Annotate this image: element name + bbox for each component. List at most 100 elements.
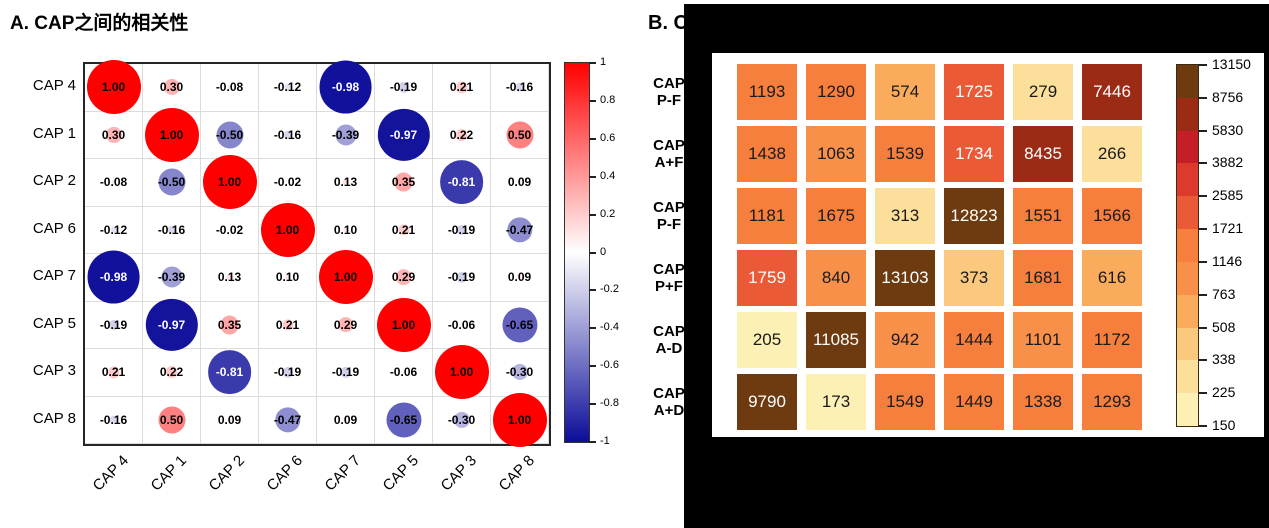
- row-label-line: P-F: [656, 92, 682, 109]
- corr-value: 0.30: [159, 80, 184, 95]
- heatmap-cell: 1290: [806, 64, 866, 120]
- corr-value: -0.19: [273, 365, 302, 380]
- corr-value: 1.00: [275, 222, 300, 237]
- heatmap-cell: 1193: [737, 64, 797, 120]
- corr-cell: 0.21: [259, 301, 317, 349]
- row-label-line: P+F: [655, 278, 683, 295]
- row-label: CAP 7: [32, 267, 76, 285]
- heatmap-cell: 8435: [1013, 126, 1073, 182]
- corr-circle: [398, 82, 409, 93]
- corr-circle: [286, 181, 289, 183]
- heatmap-cell: 1063: [806, 126, 866, 182]
- correlation-matrix: 1.00 0.30 -0.08 -0.12 -0.98 -0.19 0.21 -0.16 0.3…: [83, 60, 551, 447]
- corr-cell: -0.16: [259, 111, 317, 159]
- row-label-line: CAP: [653, 75, 685, 92]
- corr-value: -0.19: [447, 222, 476, 237]
- corr-value: -0.06: [447, 317, 476, 332]
- heatmap-cell: 313: [875, 188, 935, 244]
- colorbar-tick-label: 8756: [1212, 88, 1244, 105]
- corr-circle: [377, 108, 430, 161]
- heatmap-colorbar: [1176, 64, 1199, 427]
- corr-circle: [318, 250, 373, 305]
- corr-value: 0.50: [159, 412, 184, 427]
- corr-value: -0.02: [215, 222, 244, 237]
- corr-cell: -0.98: [85, 250, 143, 304]
- colorbar-tick-label: 0.8: [600, 93, 616, 106]
- corr-value: -0.81: [215, 365, 244, 380]
- heatmap-cell: 266: [1082, 126, 1142, 182]
- corr-cell: 0.22: [433, 111, 491, 159]
- corr-value: -0.98: [99, 270, 128, 285]
- corr-cell: 0.22: [143, 349, 201, 397]
- heatmap-cell: 1172: [1082, 312, 1142, 368]
- corr-cell: 0.50: [143, 396, 201, 444]
- corr-cell: -0.16: [143, 206, 201, 254]
- corr-circle: [459, 323, 464, 327]
- row-label: CAP 8: [32, 409, 76, 427]
- corr-circle: [86, 60, 141, 115]
- heatmap-cell: 1549: [875, 374, 935, 430]
- colorbar-tick-label: 763: [1212, 285, 1236, 302]
- row-label-line: CAP: [653, 323, 685, 340]
- corr-cell: 0.09: [491, 254, 549, 302]
- row-label: CAP A-D: [650, 323, 688, 357]
- colorbar-tick-label: 1721: [1212, 220, 1244, 237]
- row-label-line: A+F: [654, 154, 684, 171]
- row-label-line: A+D: [653, 402, 685, 419]
- row-label-line: CAP: [653, 261, 685, 278]
- corr-value: -0.08: [99, 175, 128, 190]
- colorbar-tick-label: 0.2: [600, 207, 616, 220]
- colorbar-tick-label: 0.4: [600, 169, 616, 182]
- corr-circle: [111, 180, 116, 185]
- colorbar-tick: [589, 251, 596, 254]
- heatmap-cell: 11085: [806, 312, 866, 368]
- corr-value: -0.19: [331, 365, 360, 380]
- corr-cell: -0.30: [433, 396, 491, 444]
- corr-value: 0.10: [275, 270, 300, 285]
- corr-value: 0.09: [507, 270, 532, 285]
- corr-circle: [456, 224, 467, 235]
- colorbar-tick-label: 508: [1212, 318, 1236, 335]
- x-axis-label: CAP 7: [321, 452, 365, 495]
- heatmap-cell: 279: [1013, 64, 1073, 120]
- corr-circle: [385, 402, 422, 438]
- corr-circle: [167, 225, 176, 235]
- corr-circle: [228, 229, 231, 231]
- corr-circle: [260, 202, 315, 257]
- colorbar-band: [1177, 360, 1198, 394]
- corr-cell: -0.50: [143, 159, 201, 207]
- row-label: CAP 5: [32, 314, 76, 332]
- corr-cell: 1.00: [85, 60, 143, 115]
- corr-value: -0.39: [331, 127, 360, 142]
- corr-circle: [227, 85, 232, 90]
- colorbar-band: [1177, 130, 1198, 164]
- corr-circle: [319, 60, 372, 114]
- row-label: CAP P-F: [650, 75, 688, 109]
- corr-circle: [334, 124, 357, 146]
- corr-circle: [376, 297, 431, 352]
- corr-circle: [395, 269, 412, 286]
- corr-value: 0.09: [333, 412, 358, 427]
- colorbar-band: [1177, 393, 1198, 427]
- corr-circle: [216, 121, 243, 149]
- corr-value: -0.50: [215, 127, 244, 142]
- row-label: CAP A+D: [650, 385, 688, 419]
- corr-cell: 0.09: [491, 159, 549, 207]
- heatmap-cell: 1293: [1082, 374, 1142, 430]
- heatmap-cell: 1566: [1082, 188, 1142, 244]
- corr-circle: [87, 250, 140, 304]
- colorbar-band: [1177, 261, 1198, 296]
- corr-value: 1.00: [217, 175, 242, 190]
- corr-value: -0.12: [273, 80, 302, 95]
- colorbar-tick: [1198, 195, 1207, 198]
- corr-circle: [455, 81, 468, 93]
- corr-value: 0.13: [217, 270, 242, 285]
- colorbar-tick-label: 3882: [1212, 154, 1244, 171]
- corr-value: 0.10: [333, 222, 358, 237]
- corr-cell: 0.10: [317, 206, 375, 254]
- corr-value: 0.22: [159, 365, 184, 380]
- corr-cell: -0.19: [433, 254, 491, 302]
- corr-cell: -0.12: [85, 206, 143, 254]
- corr-cell: -0.19: [375, 64, 433, 112]
- corr-value: -0.19: [99, 317, 128, 332]
